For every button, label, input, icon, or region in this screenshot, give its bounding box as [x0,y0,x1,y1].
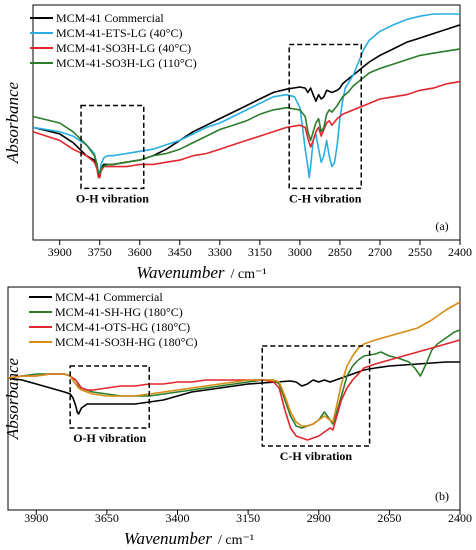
series-line [32,13,460,179]
x-axis-label: Wavenumber [136,263,225,282]
x-tick-label: 3600 [128,245,152,259]
annotation-box [69,365,150,429]
x-tick-label: 2650 [377,511,401,525]
legend-entry: MCM-41-ETS-LG (40°C) [56,26,182,40]
x-tick-label: 2550 [408,245,432,259]
annotation-label: C-H vibration [280,449,353,463]
series-line [7,339,461,441]
legend-entry: MCM-41-OTS-HG (180°C) [55,320,190,334]
annotation-box [288,43,363,190]
legend-entry: MCM-41-SO3H-LG (40°C) [56,41,191,55]
x-tick-label: 3150 [248,245,272,259]
x-axis-unit: / cm⁻¹ [218,533,254,548]
x-axis-label: Wavenumber [124,529,213,548]
panel-b: 3900 3650 3400 3150 2900 2650 2400 Wavenumber / … [3,286,472,548]
x-tick-label: 2400 [448,511,472,525]
x-tick-label: 2900 [307,511,331,525]
annotation-box [80,104,145,190]
legend-entry: MCM-41-SH-HG (180°C) [55,305,183,319]
x-tick-label: 3300 [208,245,232,259]
x-tick-label: 3000 [288,245,312,259]
plot-frame [7,286,461,511]
x-tick-label: 3750 [88,245,112,259]
panel-label: (a) [435,219,448,233]
series-line [32,80,461,179]
x-axis-unit: / cm⁻¹ [231,267,267,282]
annotation-label: C-H vibration [289,191,362,205]
x-tick-label: 2700 [368,245,392,259]
x-tick-label: 3900 [48,245,72,259]
plot-frame [32,4,461,241]
legend-entry: MCM-41 Commercial [56,11,164,25]
annotation-box [261,345,371,447]
x-tick-label: 3400 [166,511,190,525]
y-axis-label: Absorbance [3,357,22,440]
x-tick-label: 3450 [168,245,192,259]
x-tick-label: 3900 [24,511,48,525]
annotation-label: O-H vibration [73,431,146,445]
y-axis-label: Absorbance [3,81,22,164]
x-tick-label: 2400 [448,245,472,259]
series-line [7,361,460,415]
legend-entry: MCM-41-SO3H-HG (180°C) [55,335,197,349]
panel-label: (b) [435,489,449,503]
annotation-label: O-H vibration [76,191,149,205]
legend-entry: MCM-41-SO3H-LG (110°C) [56,56,197,70]
x-tick-label: 3150 [236,511,260,525]
x-tick-label: 2850 [328,245,352,259]
series-line [7,301,461,427]
legend-entry: MCM-41 Commercial [55,290,163,304]
panel-a: 3900 3750 3600 3450 3300 3150 3000 2850 2700 2550… [3,4,472,282]
x-tick-label: 3650 [95,511,119,525]
